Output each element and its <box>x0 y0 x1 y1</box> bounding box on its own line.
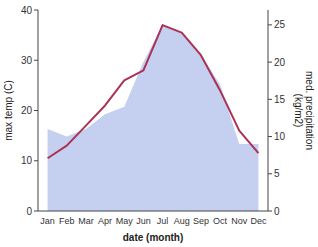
x-axis-title: date (month) <box>123 232 184 243</box>
y2-tick <box>268 136 272 137</box>
x-axis-line <box>38 211 268 212</box>
y-axis-title: max temp (C) <box>3 80 14 141</box>
x-tick-label: Jan <box>40 216 55 226</box>
y-tick <box>34 211 38 212</box>
y2-tick <box>268 24 272 25</box>
y2-tick <box>268 211 272 212</box>
y2-tick <box>268 62 272 63</box>
x-tick-label: Dec <box>250 216 267 226</box>
y2-tick <box>268 173 272 174</box>
x-tick-label: Sep <box>193 216 209 226</box>
x-tick-label: Aug <box>174 216 190 226</box>
chart: 0 10 20 30 40 0 5 10 15 20 25 Jan FebMar Apr MayJun Jul… <box>0 0 318 247</box>
x-tick-label: Feb <box>59 216 75 226</box>
x-tick-label: Apr <box>98 216 112 226</box>
x-tick-label: Jul <box>157 216 169 226</box>
y-tick-label: 30 <box>21 55 33 66</box>
x-tick-label: May <box>116 216 134 226</box>
y-tick <box>34 160 38 161</box>
temperature-line <box>48 25 259 158</box>
plot-data <box>48 25 259 211</box>
y-tick <box>34 10 38 11</box>
x-tick-label: Jun <box>136 216 151 226</box>
y-tick <box>34 60 38 61</box>
y-tick-label: 20 <box>21 105 33 116</box>
y2-tick-label: 25 <box>274 19 286 30</box>
y-tick-label: 0 <box>26 206 32 217</box>
y2-tick-label: 10 <box>274 131 286 142</box>
y2-tick <box>268 99 272 100</box>
y-tick-label: 40 <box>21 5 33 16</box>
x-tick-label: Oct <box>213 216 228 226</box>
y2-tick-label: 15 <box>274 94 286 105</box>
axes: 0 10 20 30 40 0 5 10 15 20 25 Jan FebMar Apr MayJun Jul… <box>21 5 286 227</box>
y-tick <box>34 110 38 111</box>
y2-tick-label: 0 <box>274 206 280 217</box>
y2-axis-line <box>268 10 269 211</box>
y2-tick-label: 20 <box>274 57 286 68</box>
y2-axis-title-line: med. precipitation <box>304 71 315 150</box>
y2-axis-title-line: (kg/m2) <box>293 94 304 128</box>
x-tick-label: Nov <box>231 216 248 226</box>
x-tick-label: Mar <box>78 216 94 226</box>
y-tick-label: 10 <box>21 155 33 166</box>
precipitation-area <box>48 25 259 211</box>
y2-tick-label: 5 <box>274 168 280 179</box>
y2-axis-title: med. precipitation(kg/m2) <box>293 71 315 150</box>
